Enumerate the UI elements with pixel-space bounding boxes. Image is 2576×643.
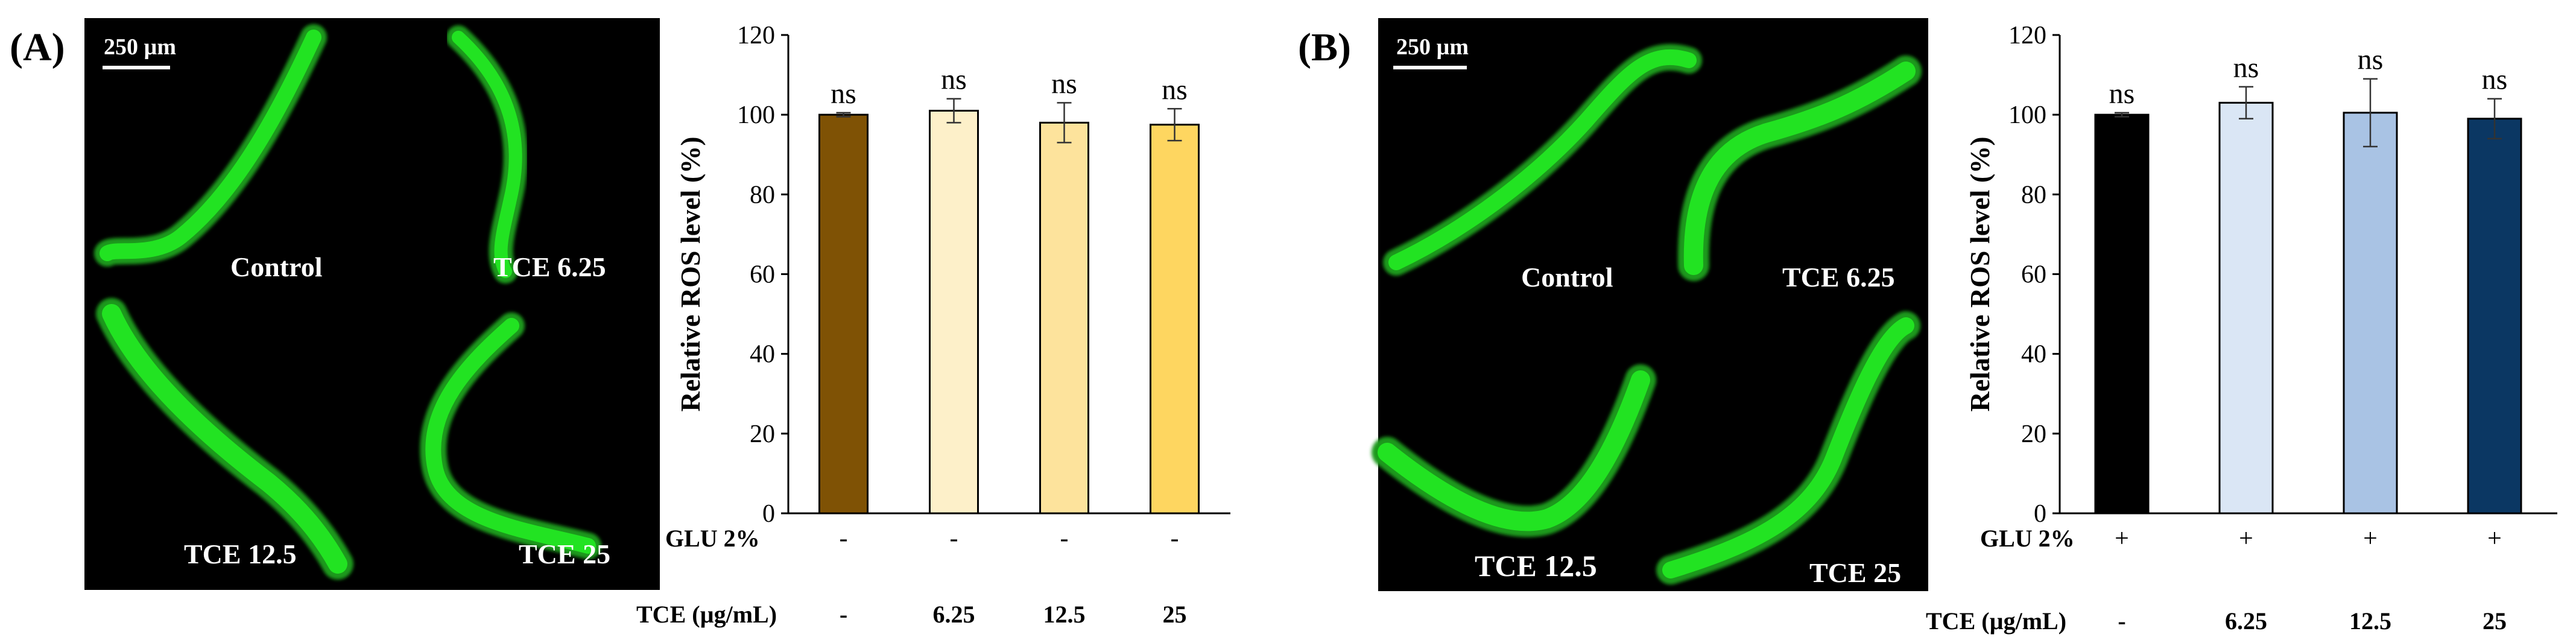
bar-3 bbox=[2343, 112, 2398, 515]
micrograph-label-tce-25: TCE 25 bbox=[519, 539, 610, 569]
micrograph-label-tce-6-25: TCE 6.25 bbox=[1782, 262, 1895, 293]
y-tick-label: 40 bbox=[2021, 341, 2046, 369]
tce-value-4: 25 bbox=[1163, 601, 1187, 628]
y-tick-label: 120 bbox=[737, 22, 775, 49]
glu-value-2: + bbox=[2239, 525, 2253, 553]
panel-b-chart: Relative ROS level (%) 0 20 40 60 80 100 120 n… bbox=[1926, 22, 2557, 635]
glu-value-1: + bbox=[2115, 525, 2129, 553]
glu-value-4: + bbox=[2487, 525, 2502, 553]
significance-label-1: ns bbox=[831, 78, 856, 110]
micrograph-background bbox=[84, 18, 660, 590]
y-tick-label: 100 bbox=[737, 101, 775, 129]
micrograph-label-control: Control bbox=[230, 252, 323, 282]
glu-value-4: - bbox=[1171, 525, 1179, 553]
tce-value-3: 12.5 bbox=[1043, 601, 1086, 628]
glu-row: + + + + bbox=[2115, 525, 2502, 553]
scale-bar-label: 250 µm bbox=[104, 34, 176, 60]
significance-label-4: ns bbox=[2482, 64, 2508, 96]
significance-label-4: ns bbox=[1162, 74, 1188, 106]
worm-control-core bbox=[1388, 49, 1697, 270]
bar-1 bbox=[818, 113, 869, 515]
glu-value-3: - bbox=[1060, 525, 1069, 553]
y-tick-label: 120 bbox=[2008, 22, 2046, 49]
worm-tce-25-core bbox=[425, 318, 596, 554]
tce-value-2: 6.25 bbox=[933, 601, 975, 628]
y-axis-label: Relative ROS level (%) bbox=[1964, 136, 1995, 411]
panel-a-chart: Relative ROS level (%) 0 20 40 60 80 100 120 n… bbox=[636, 22, 1230, 628]
bars: ns ns ns ns bbox=[818, 64, 1200, 515]
y-tick-label: 60 bbox=[2021, 261, 2046, 289]
y-axis-label: Relative ROS level (%) bbox=[675, 136, 706, 411]
panel-a-label: (A) bbox=[10, 25, 65, 69]
micrograph-label-tce-12-5: TCE 12.5 bbox=[1475, 549, 1597, 583]
tce-row: - 6.25 12.5 25 bbox=[2118, 607, 2507, 635]
y-tick-label: 100 bbox=[2008, 101, 2046, 129]
glu-value-3: + bbox=[2363, 525, 2378, 553]
y-tick-label: 80 bbox=[2021, 181, 2046, 209]
micrograph-label-tce-25: TCE 25 bbox=[1809, 557, 1901, 588]
y-tick-label: 40 bbox=[750, 341, 775, 369]
micrograph-label-control: Control bbox=[1521, 262, 1613, 293]
bar-4 bbox=[2467, 118, 2522, 515]
worm-tce-6-25-core bbox=[1683, 62, 1916, 275]
micrograph-label-tce-6-25: TCE 6.25 bbox=[493, 252, 606, 282]
glu-row-label: GLU 2% bbox=[665, 525, 760, 552]
tce-value-3: 12.5 bbox=[2349, 607, 2391, 635]
bar-1 bbox=[2094, 113, 2150, 515]
y-tick-label: 0 bbox=[2034, 500, 2046, 528]
tce-value-1: - bbox=[2118, 607, 2125, 635]
bar-4 bbox=[1150, 124, 1200, 515]
significance-label-3: ns bbox=[1051, 68, 1077, 100]
tce-value-2: 6.25 bbox=[2225, 607, 2267, 635]
y-tick-label: 60 bbox=[750, 261, 775, 289]
tce-value-4: 25 bbox=[2483, 607, 2507, 635]
tce-value-1: - bbox=[840, 601, 847, 628]
bar-2 bbox=[929, 110, 979, 515]
tce-row-label: TCE (µg/mL) bbox=[636, 601, 777, 628]
y-tick-label: 20 bbox=[750, 420, 775, 448]
glu-row: ---- bbox=[840, 525, 1179, 553]
glu-value-1: - bbox=[840, 525, 848, 553]
y-tick-label: 20 bbox=[2021, 420, 2046, 448]
tce-row-label: TCE (µg/mL) bbox=[1926, 607, 2066, 635]
panel-b-label: (B) bbox=[1298, 25, 1351, 69]
y-axis-ticks: 0 20 40 60 80 100 120 bbox=[737, 22, 788, 528]
glu-row-label: GLU 2% bbox=[1980, 525, 2075, 552]
glu-value-2: - bbox=[950, 525, 958, 553]
y-tick-label: 0 bbox=[762, 500, 775, 528]
tce-row: - 6.25 12.5 25 bbox=[840, 601, 1187, 628]
panel-a-micrograph: 250 µm Control TCE 6.25 TCE 12.5 TCE 25 bbox=[84, 18, 660, 590]
worm-control-core bbox=[100, 30, 321, 261]
micrograph-label-tce-12-5: TCE 12.5 bbox=[184, 539, 297, 569]
panel-b-micrograph: 250 µm Control TCE 6.25 TCE 12.5 TCE 25 bbox=[1372, 18, 1928, 591]
bar-2 bbox=[2218, 101, 2274, 515]
significance-label-2: ns bbox=[941, 64, 967, 96]
y-axis-ticks: 0 20 40 60 80 100 120 bbox=[2008, 22, 2060, 528]
worm-tce-12-5-core bbox=[102, 304, 347, 574]
significance-label-1: ns bbox=[2109, 78, 2135, 110]
y-tick-label: 80 bbox=[750, 181, 775, 209]
panel-b: (B) 250 µm Control TCE 6.25 TCE 12.5 TCE… bbox=[1298, 18, 2557, 635]
significance-label-3: ns bbox=[2358, 44, 2384, 76]
worm-tce-25-core bbox=[1662, 317, 1914, 578]
bars: ns ns ns ns bbox=[2094, 44, 2522, 515]
significance-label-2: ns bbox=[2233, 52, 2259, 84]
scale-bar-label: 250 µm bbox=[1396, 34, 1469, 60]
panel-a: (A) 250 µm Control TCE 6.25 TCE 12.5 TCE… bbox=[10, 18, 1230, 628]
bar-3 bbox=[1039, 121, 1089, 515]
worm-tce-12-5-core bbox=[1378, 370, 1650, 531]
worm-tce-6-25-core bbox=[452, 31, 522, 278]
